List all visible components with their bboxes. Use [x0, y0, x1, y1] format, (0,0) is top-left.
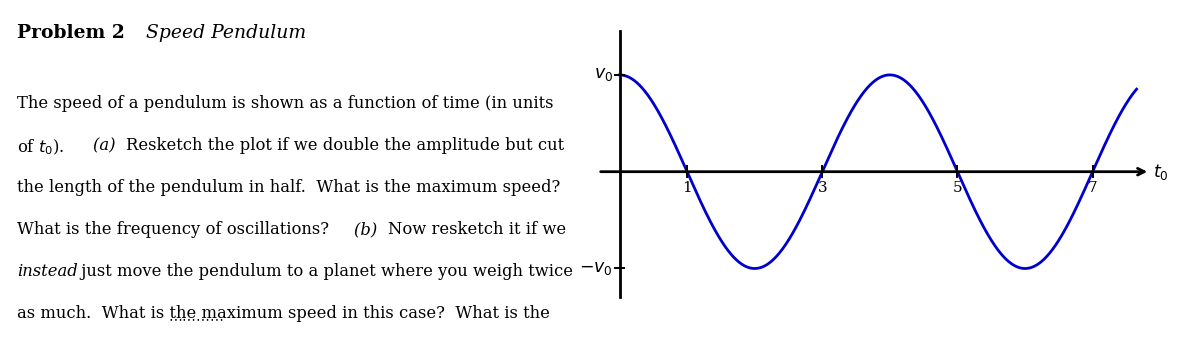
Text: $v_0$: $v_0$	[593, 66, 612, 84]
Text: $-v_0$: $-v_0$	[579, 260, 612, 277]
Text: The speed of a pendulum is shown as a function of time (in units: The speed of a pendulum is shown as a fu…	[17, 95, 554, 113]
Text: just move the pendulum to a planet where you weigh twice: just move the pendulum to a planet where…	[76, 263, 573, 280]
Text: 3: 3	[817, 181, 827, 195]
Text: Resketch the plot if we double the amplitude but cut: Resketch the plot if we double the ampli…	[126, 137, 565, 154]
Text: $t_0$: $t_0$	[1153, 162, 1170, 182]
Text: 7: 7	[1087, 181, 1097, 195]
Text: 5: 5	[953, 181, 962, 195]
Text: What is the frequency of oscillations?: What is the frequency of oscillations?	[17, 221, 339, 238]
Text: Problem 2: Problem 2	[17, 24, 125, 42]
Text: the length of the pendulum in half.  What is the maximum speed?: the length of the pendulum in half. What…	[17, 179, 560, 196]
Text: $\cdots\cdots\cdots\cdots$: $\cdots\cdots\cdots\cdots$	[168, 312, 224, 326]
Text: Speed Pendulum: Speed Pendulum	[146, 24, 306, 42]
Text: Now resketch it if we: Now resketch it if we	[388, 221, 566, 238]
Text: as much.  What is the maximum speed in this case?  What is the: as much. What is the maximum speed in th…	[17, 305, 550, 322]
Text: instead: instead	[17, 263, 77, 280]
Text: 1: 1	[682, 181, 692, 195]
Text: (a): (a)	[93, 137, 120, 154]
Text: (b): (b)	[354, 221, 382, 238]
Text: of $t_0$).: of $t_0$).	[17, 137, 71, 157]
